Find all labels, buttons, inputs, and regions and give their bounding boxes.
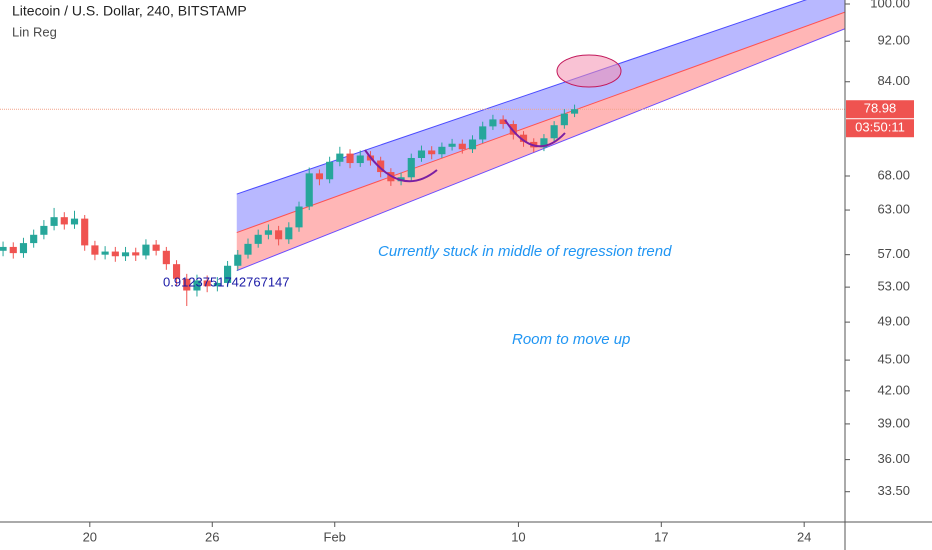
candle-body (9, 246, 17, 254)
channel-middle (236, 11, 845, 234)
x-tick-label: 10 (511, 529, 525, 544)
y-tick-label: 53.00 (877, 279, 910, 294)
candle-body (428, 150, 436, 155)
y-tick-label: 100.00 (870, 0, 910, 10)
candle-body (121, 252, 130, 257)
candle-body (91, 245, 99, 255)
y-tick-label: 45.00 (877, 352, 910, 367)
candle-body (346, 153, 354, 164)
y-tick-label: 39.00 (877, 415, 910, 430)
candle-body (509, 124, 517, 135)
candle-body (30, 234, 38, 244)
candle-body (326, 161, 334, 180)
candle-body (50, 217, 58, 226)
candle-body (407, 157, 415, 178)
candle-body (244, 243, 252, 255)
candle-body (489, 119, 497, 127)
candle-body (417, 150, 426, 158)
channel-lower (236, 28, 845, 272)
indicator-label: Lin Reg (12, 24, 57, 39)
candle-body (438, 146, 446, 155)
candle-body (356, 155, 364, 164)
x-tick-label: Feb (324, 529, 346, 544)
candle-body (560, 113, 568, 126)
x-tick-label: 17 (654, 529, 668, 544)
y-tick-label: 68.00 (877, 167, 910, 182)
candle-body (40, 225, 48, 235)
x-tick-label: 26 (205, 529, 219, 544)
annotation: Currently stuck in middle of regression … (378, 243, 672, 260)
last-price-label: 78.98 (864, 101, 897, 116)
candle-body (0, 246, 7, 251)
candle-body (60, 217, 68, 225)
candle-body (315, 173, 323, 180)
candle-body (519, 134, 528, 142)
candle-body (295, 206, 303, 228)
annotation: Room to move up (512, 331, 630, 348)
candle-body (152, 244, 160, 251)
countdown-box (846, 119, 914, 138)
x-tick-label: 24 (797, 529, 811, 544)
candle-body (111, 251, 119, 257)
candle-body (336, 153, 344, 162)
candle-body (479, 126, 487, 140)
pearson-label: 0.9123751742767147 (163, 274, 290, 289)
candle-body (570, 109, 579, 114)
countdown-label: 03:50:11 (855, 120, 905, 135)
candle-body (458, 143, 466, 150)
candle-body (377, 160, 385, 173)
cup-shape (364, 149, 438, 183)
candle-body (499, 119, 507, 125)
candle-body (142, 244, 150, 256)
candle-body (550, 125, 558, 139)
candle-body (162, 250, 170, 265)
candle-body (448, 143, 456, 147)
y-tick-label: 33.50 (877, 483, 910, 498)
candle-body (540, 138, 548, 148)
target-ellipse (556, 54, 622, 88)
candle-body (81, 218, 89, 246)
x-tick-label: 20 (83, 529, 97, 544)
chart-title: Litecoin / U.S. Dollar, 240, BITSTAMP (12, 3, 247, 19)
candle-body (468, 139, 477, 150)
candle-body (305, 173, 313, 207)
candle-body (213, 282, 221, 287)
candle-body (254, 234, 262, 244)
cup-shape (504, 119, 566, 148)
candle-body (172, 264, 181, 279)
candle-body (132, 252, 140, 256)
candle-body (264, 230, 272, 235)
last-price-box (846, 100, 914, 119)
y-tick-label: 57.00 (877, 246, 910, 261)
candle-body (224, 265, 232, 283)
candle-body (193, 280, 201, 291)
candle-body (183, 278, 191, 291)
y-tick-label: 36.00 (877, 451, 910, 466)
candle-body (203, 280, 211, 287)
candle-body (234, 254, 242, 266)
candle-body (275, 230, 283, 240)
candle-body (285, 227, 293, 240)
y-tick-label: 63.00 (877, 201, 910, 216)
candle-body (70, 218, 79, 225)
y-tick-label: 49.00 (877, 314, 910, 329)
y-tick-label: 92.00 (877, 33, 910, 48)
y-tick-label: 42.00 (877, 382, 910, 397)
candle-body (101, 251, 109, 255)
y-tick-label: 84.00 (877, 73, 910, 88)
candle-body (19, 243, 28, 254)
